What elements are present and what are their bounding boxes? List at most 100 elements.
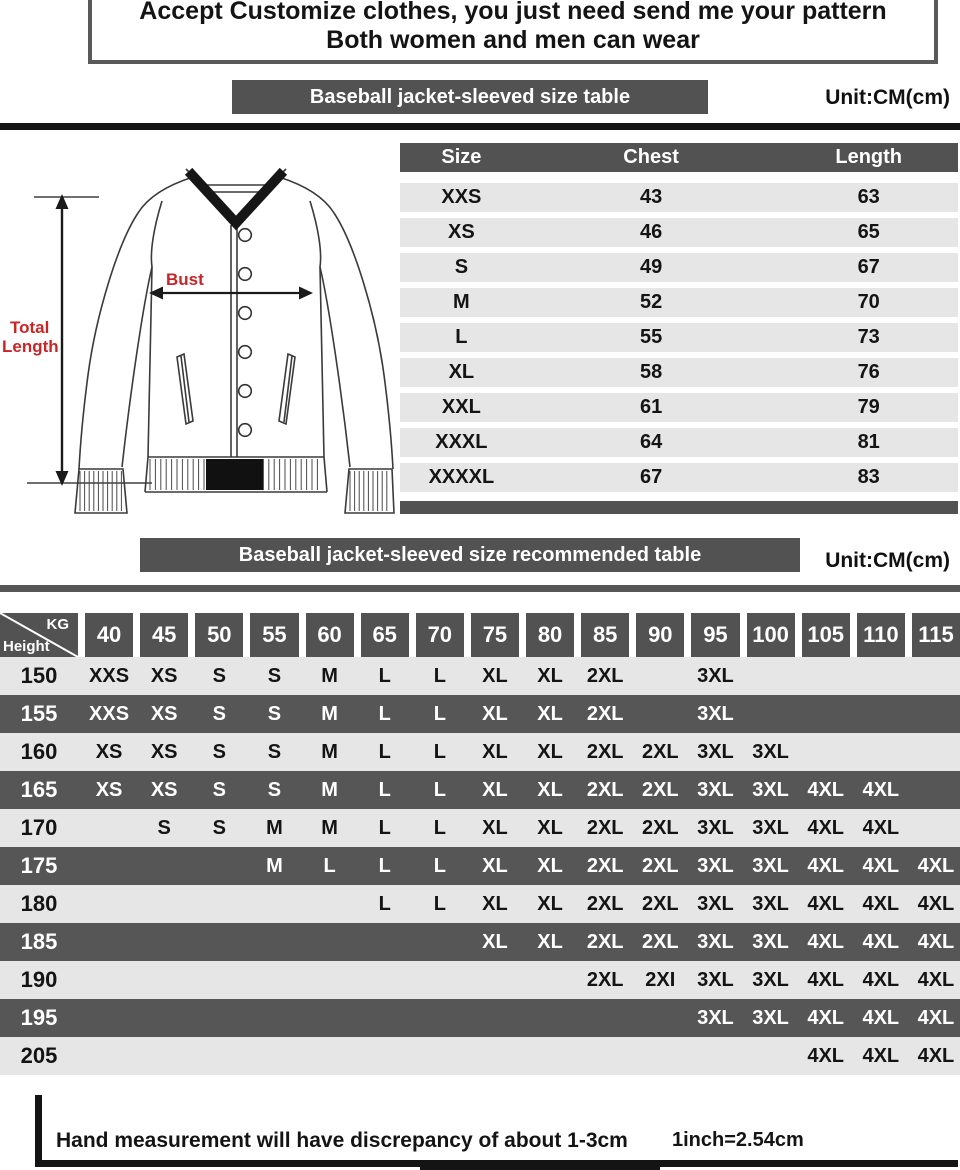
size-recommendation-cell — [416, 999, 464, 1037]
header-banner: Accept Customize clothes, you just need … — [88, 0, 938, 64]
weight-header-cell: 115 — [911, 613, 960, 657]
size-recommendation-cell: S — [212, 665, 226, 687]
weight-header-cell: 55 — [250, 613, 299, 657]
footer-note-box: Hand measurement will have discrepancy o… — [35, 1095, 958, 1167]
size-recommendation-cell — [691, 1037, 739, 1075]
size-recommendation-cell: XL — [482, 665, 508, 687]
chest-cell: 55 — [639, 326, 663, 348]
size-recommendation-cell: XL — [537, 741, 563, 763]
size-recommendation-cell — [85, 999, 133, 1037]
chest-cell: 52 — [639, 291, 663, 313]
size-recommendation-cell: XL — [482, 703, 508, 725]
weight-header-cell: 75 — [470, 613, 519, 657]
size-recommendation-cell: M — [321, 779, 338, 801]
corner-cell: KG Height — [0, 613, 78, 657]
length-cell: 63 — [857, 186, 880, 208]
size-recommendation-cell: L — [378, 779, 391, 801]
height-cell: 155 — [20, 701, 58, 726]
size-recommendation-cell: L — [378, 703, 391, 725]
height-cell: 190 — [20, 967, 58, 992]
size-recommendation-cell: S — [267, 703, 282, 725]
size-recommendation-cell: 4XL — [807, 855, 845, 877]
hem-black-patch — [206, 459, 263, 490]
weight-header-cell: 80 — [526, 613, 575, 657]
weight-header-cell: 105 — [801, 613, 850, 657]
size-recommendation-cell: S — [212, 703, 226, 725]
recommended-table-title-bar: Baseball jacket-sleeved size recommended… — [140, 538, 800, 572]
size-table-footer-bar — [400, 501, 958, 514]
size-recommendation-cell — [747, 657, 795, 695]
size-recommendation-cell — [306, 999, 354, 1037]
size-recommendation-cell: 4XL — [862, 1007, 900, 1029]
chest-cell: 58 — [639, 361, 663, 383]
size-recommendation-cell: 2XL — [586, 893, 624, 915]
button-icon — [237, 266, 253, 282]
size-recommendation-cell: 4XL — [862, 931, 900, 953]
size-recommendation-cell: 2XL — [586, 741, 624, 763]
size-recommendation-cell — [912, 809, 960, 847]
size-cell: XS — [448, 221, 475, 243]
size-recommendation-cell: 2XL — [586, 855, 624, 877]
size-recommendation-cell: 4XL — [862, 1045, 900, 1067]
chest-cell: 49 — [639, 256, 663, 278]
size-recommendation-cell: 2XL — [586, 779, 624, 801]
size-cell: L — [455, 326, 468, 348]
weight-header-cell: 60 — [305, 613, 354, 657]
size-recommendation-cell: XL — [537, 779, 563, 801]
jacket-outline — [74, 168, 395, 514]
size-recommendation-cell — [526, 961, 574, 999]
height-cell: 205 — [20, 1043, 58, 1068]
bust-dimension — [149, 286, 313, 300]
size-recommendation-cell: 3XL — [752, 779, 789, 801]
weight-header-cell: 45 — [140, 613, 189, 657]
size-recommendation-cell: S — [267, 741, 282, 763]
size-recommendation-cell: 2XL — [586, 969, 624, 991]
size-recommendation-cell: 4XL — [807, 1007, 845, 1029]
size-recommendation-cell: L — [378, 893, 391, 915]
size-recommendation-cell: M — [321, 741, 338, 763]
length-cell: 79 — [857, 396, 880, 418]
size-recommendation-cell — [912, 771, 960, 809]
size-recommendation-cell — [912, 657, 960, 695]
size-table: Size Chest Length XXS 43 63 XS 46 65 S 49 67 M 52 7… — [400, 143, 958, 514]
size-recommendation-cell — [636, 657, 684, 695]
size-recommendation-cell — [912, 695, 960, 733]
weight-header-cell: 65 — [360, 613, 409, 657]
size-recommendation-cell — [747, 695, 795, 733]
size-recommendation-cell: 2XL — [641, 779, 679, 801]
size-recommendation-cell: 3XL — [752, 893, 789, 915]
size-recommendation-cell: 4XL — [862, 779, 900, 801]
size-recommendation-cell — [306, 1037, 354, 1075]
size-table-title-bar: Baseball jacket-sleeved size table — [232, 80, 708, 114]
button-icon — [237, 422, 253, 438]
size-recommendation-cell — [361, 1037, 409, 1075]
size-table-rows: XXS 43 63 XS 46 65 S 49 67 M 52 70 L 55 73 XL 58 76 XXL 61 7… — [400, 183, 958, 492]
total-length-label-2: Length — [2, 337, 59, 356]
button-icon — [237, 383, 253, 399]
size-recommendation-cell: L — [378, 855, 391, 877]
chest-cell: 43 — [639, 186, 663, 208]
size-recommendation-cell: M — [321, 817, 338, 839]
size-recommendation-cell: XL — [482, 741, 508, 763]
size-recommendation-cell: L — [378, 665, 391, 687]
size-recommendation-cell — [802, 733, 850, 771]
size-recommendation-cell — [140, 923, 188, 961]
size-recommendation-cell: L — [433, 779, 446, 801]
size-recommendation-cell: XS — [95, 779, 123, 801]
size-recommendation-cell: 4XL — [862, 817, 900, 839]
table-row: 205 4XL 4XL 4XL — [0, 1037, 960, 1075]
size-recommendation-cell: S — [157, 817, 171, 839]
size-recommendation-cell — [416, 923, 464, 961]
size-recommendation-cell: 3XL — [697, 931, 734, 953]
height-cell: 170 — [20, 815, 58, 840]
chest-cell: 61 — [639, 396, 663, 418]
size-recommendation-cell: 3XL — [752, 741, 789, 763]
table-row: 185 XL XL 2XL 2XL 3XL 3XL 4XL 4XL 4XL — [0, 923, 960, 961]
size-recommendation-cell: L — [378, 817, 391, 839]
size-recommendation-cell: 2XL — [586, 817, 624, 839]
size-recommendation-cell: L — [433, 665, 446, 687]
corner-height-label: Height — [3, 638, 50, 655]
left-cuff-rib — [79, 471, 122, 511]
size-recommendation-cell: 3XL — [752, 817, 789, 839]
